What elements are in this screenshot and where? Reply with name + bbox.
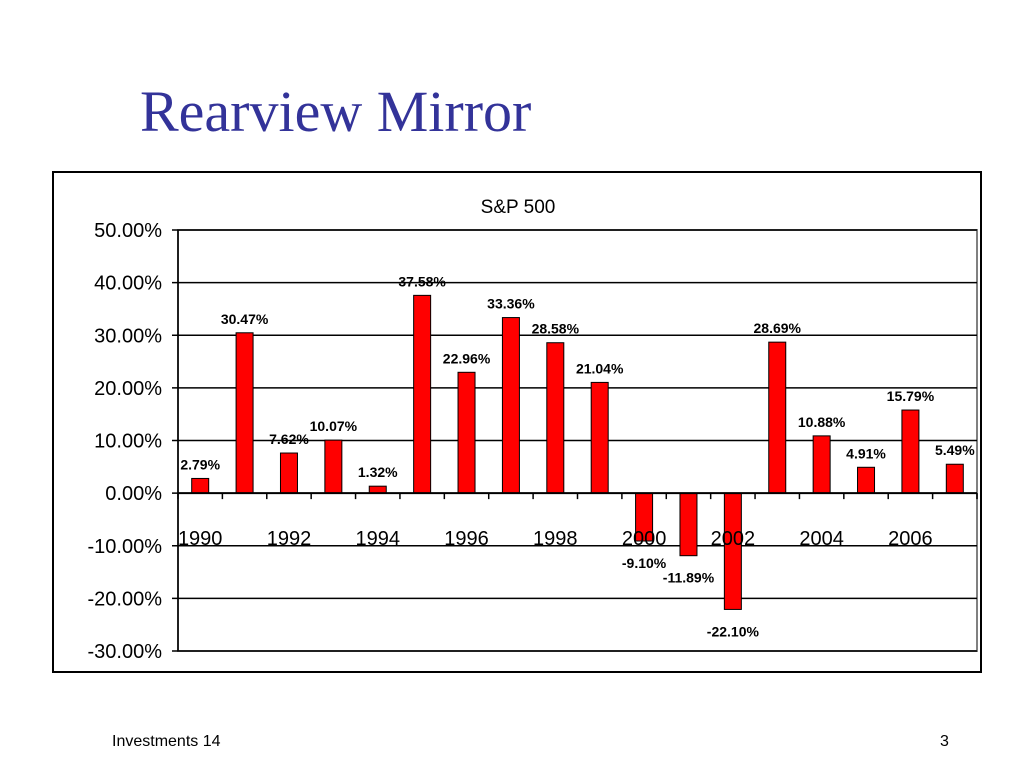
x-tick-label: 2000 [622,528,667,550]
bar-1992 [279,452,298,494]
slide-title: Rearview Mirror [140,79,532,144]
x-tick-label: 1994 [356,528,401,550]
y-tick-label: 40.00% [94,273,162,295]
y-tick-label: 0.00% [105,483,162,505]
data-label: 4.91% [846,445,886,461]
y-tick-label: -30.00% [88,641,163,663]
bar-2004 [812,435,831,494]
page-number: 3 [940,733,949,750]
y-tick-label: 30.00% [94,325,162,347]
data-label: 15.79% [887,388,935,404]
data-label: 21.04% [576,360,624,376]
data-label: 10.07% [310,418,358,434]
x-tick-label: 1992 [267,528,312,550]
data-labels: 2.79% 30.47% 7.62%10.07% 1.32% 37.58% 22.96% 3… [180,273,975,639]
data-label: 10.88% [798,414,846,430]
footer-course-label: Investments 14 [112,733,221,750]
sp500-bar-chart: S&P 500 50.00% 40.00% 30.00% 20.00% 10.00% 0.… [88,197,978,663]
data-label: 28.58% [532,321,580,337]
bar-1996 [457,371,476,494]
y-tick-label: -20.00% [88,588,163,610]
data-label: 28.69% [754,320,802,336]
data-label: 7.62% [269,431,309,447]
y-tick-label: 50.00% [94,220,162,242]
bar-1994 [368,485,387,494]
bar-2001 [679,492,698,557]
bar-2006 [901,409,920,494]
bar-1998 [546,342,565,494]
data-label: -11.89% [663,570,715,586]
axes: 50.00% 40.00% 30.00% 20.00% 10.00% 0.00% -10.0… [88,220,978,663]
bar-1997 [501,317,520,494]
data-label: 30.47% [221,311,269,327]
chart-title: S&P 500 [481,197,556,218]
bar-2003 [768,341,787,494]
y-tick-label: -10.00% [88,536,163,558]
data-label: -9.10% [622,555,667,571]
gridlines [178,229,977,652]
bars [191,294,964,610]
bar-1990 [191,477,210,494]
data-label: 33.36% [487,296,535,312]
x-tick-label: 1998 [533,528,578,550]
data-label: 2.79% [180,456,220,472]
chart-frame: S&P 500 50.00% 40.00% 30.00% 20.00% 10.00% 0.… [52,171,982,673]
x-tick-label: 2004 [799,528,844,550]
data-label: 5.49% [935,442,975,458]
x-tick-label: 1990 [178,528,223,550]
bar-2005 [857,466,876,494]
bar-1993 [324,439,343,494]
data-label: 37.58% [398,273,446,289]
x-tick-label: 1996 [444,528,489,550]
y-tick-label: 20.00% [94,378,162,400]
bar-2002 [723,492,742,610]
data-label: 1.32% [358,464,398,480]
bar-1995 [413,294,432,494]
y-tick-label: 10.00% [94,431,162,453]
x-tick-label: 2006 [888,528,933,550]
bar-2007 [945,463,964,494]
data-label: 22.96% [443,350,491,366]
x-tick-label: 2002 [711,528,756,550]
data-label: -22.10% [707,623,760,639]
bar-1991 [235,332,254,494]
bar-1999 [590,381,609,494]
